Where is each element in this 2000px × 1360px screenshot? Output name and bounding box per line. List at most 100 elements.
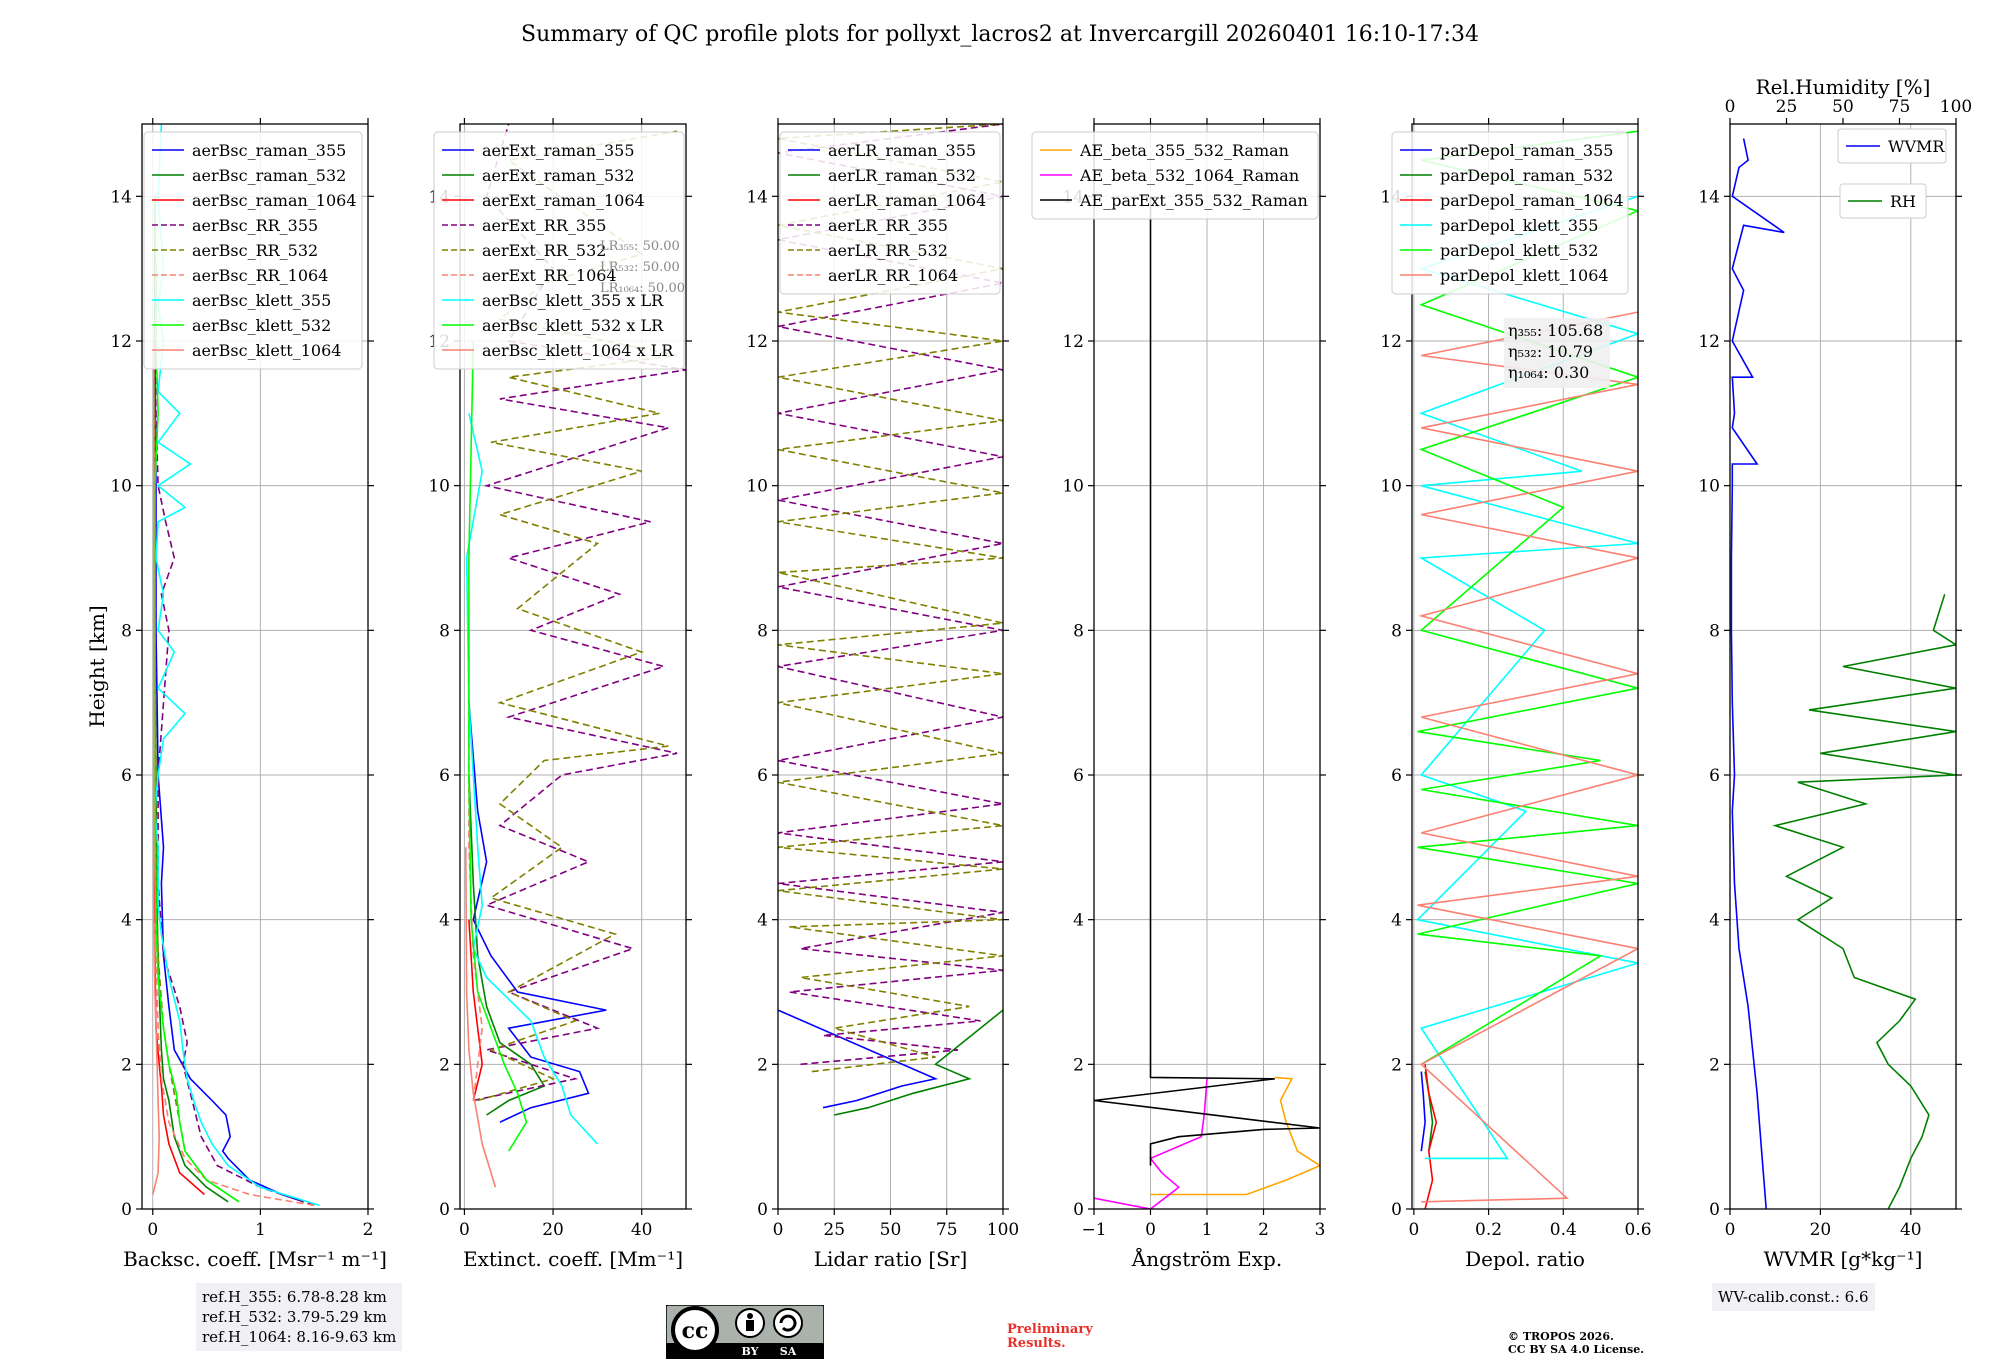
y-tick-label: 14 — [110, 187, 132, 207]
annotation-text: η₅₃₂: 10.79 — [1508, 342, 1593, 361]
legend-label: aerExt_raman_355 — [482, 141, 635, 160]
x-tick-label: 3 — [1315, 1220, 1326, 1240]
y-tick-label: 12 — [746, 332, 768, 352]
x-axis-label: Extinct. coeff. [Mm⁻¹] — [463, 1247, 683, 1271]
legend-label: aerBsc_raman_1064 — [192, 191, 357, 210]
x-axis-label: WVMR [g*kg⁻¹] — [1764, 1247, 1923, 1271]
y-tick-label: 0 — [757, 1200, 768, 1220]
legend-panel-2: aerExt_raman_355 aerExt_raman_532 aerExt_r… — [433, 131, 685, 370]
panel-3: 0 2 4 6 8 10 12 14 0 25 50 75 100 Lidar ratio [Sr] aer… — [746, 118, 1019, 1271]
preliminary-line-1: Preliminary — [1007, 1322, 1093, 1337]
y-tick-label: 0 — [439, 1200, 450, 1220]
series-line-aerbsc-rr-355 — [154, 340, 315, 1207]
y-tick-label: 10 — [1380, 477, 1402, 497]
legend-label: aerLR_RR_532 — [828, 241, 948, 260]
x-tick-label: 100 — [987, 1220, 1019, 1240]
by-label: BY — [742, 1345, 759, 1358]
copyright-note: © TROPOS 2026. CC BY SA 4.0 License. — [1508, 1330, 1644, 1356]
wv-calib-text: WV-calib.const.: 6.6 — [1718, 1288, 1869, 1306]
series-line-aerbsc-klett-532 — [154, 196, 240, 1203]
series-line-aerbsc-raman-355 — [154, 196, 304, 1203]
series-line-pardepol-raman-355 — [1420, 1071, 1426, 1152]
legend-box — [1391, 131, 1629, 295]
x-tick-label: 75 — [936, 1220, 958, 1240]
legend-label: aerBsc_klett_355 — [192, 291, 331, 310]
top-x-tick-label: 75 — [1889, 97, 1911, 117]
series-line-aerlr-rr-355 — [778, 124, 1003, 1066]
legend-label: aerBsc_RR_1064 — [192, 266, 328, 285]
legend-label: parDepol_klett_355 — [1440, 216, 1598, 235]
panel-6: 0 2 4 6 8 10 12 14 0 20 40 WVMR [g*kg⁻¹] 0 25 50 75 100 R… — [1698, 75, 1972, 1271]
y-tick-label: 8 — [1073, 621, 1084, 641]
series-line-aerext-raman-1064 — [468, 919, 484, 1101]
x-axis-label: Lidar ratio [Sr] — [814, 1247, 968, 1271]
series-line-ae-parext-355-532-raman — [1094, 196, 1320, 1166]
legend-label: aerLR_raman_1064 — [828, 191, 986, 210]
legend-panel-5: parDepol_raman_355 parDepol_raman_532 parD… — [1391, 131, 1629, 295]
legend-label: aerBsc_RR_355 — [192, 216, 318, 235]
series-line-aerlr-rr-532 — [778, 124, 1003, 1073]
y-tick-label: 4 — [1709, 911, 1720, 931]
y-tick-label: 6 — [757, 766, 768, 786]
legend-label: parDepol_raman_532 — [1440, 166, 1613, 185]
axes-frame — [141, 123, 369, 1210]
y-tick-label: 2 — [1391, 1055, 1402, 1075]
y-tick-label: 8 — [1709, 621, 1720, 641]
top-x-tick-label: 0 — [1725, 97, 1736, 117]
legend-label: parDepol_raman_355 — [1440, 141, 1613, 160]
ref-height-532: ref.H_532: 3.79-5.29 km — [202, 1308, 387, 1326]
legend-label: aerLR_raman_532 — [828, 166, 976, 185]
x-tick-label: 0 — [147, 1220, 158, 1240]
sa-share-alike-icon — [773, 1308, 803, 1338]
series-line-aerbsc-klett-1064 — [152, 341, 161, 1195]
series-line-aerext-raman-355 — [468, 702, 607, 1123]
series-line-rh — [1772, 593, 1956, 1209]
legend-panel-3: aerLR_raman_355 aerLR_raman_532 aerLR_rama… — [779, 131, 1001, 295]
legend-label: aerExt_RR_355 — [482, 216, 606, 235]
annotation-box-5: η₃₅₅: 105.68 η₅₃₂: 10.79 η₁₀₆₄: 0.30 — [1504, 318, 1610, 388]
y-tick-label: 12 — [1380, 332, 1402, 352]
x-tick-label: 0.4 — [1550, 1220, 1577, 1240]
top-x-tick-label: 50 — [1832, 97, 1854, 117]
legend-label: aerExt_RR_532 — [482, 241, 606, 260]
y-tick-label: 10 — [746, 477, 768, 497]
annotation-box-2: LR₃₅₅: 50.00 LR₅₃₂: 50.00 LR₁₀₆₄: 50.00 — [600, 239, 685, 296]
x-tick-label: 0 — [773, 1220, 784, 1240]
legend-box — [433, 131, 685, 370]
series-line-aerbsc-klett-532-x-lr — [468, 340, 528, 1152]
legend-label: AE_beta_532_1064_Raman — [1079, 166, 1299, 185]
series-group — [1094, 196, 1320, 1209]
y-tick-label: 2 — [757, 1055, 768, 1075]
x-tick-label: 2 — [1258, 1220, 1269, 1240]
legend-box — [779, 131, 1001, 295]
y-tick-label: 2 — [1709, 1055, 1720, 1075]
top-x-axis-label: Rel.Humidity [%] — [1756, 75, 1931, 99]
x-tick-label: 40 — [631, 1220, 653, 1240]
legend-label: aerBsc_klett_532 — [192, 316, 331, 335]
y-tick-label: 8 — [439, 621, 450, 641]
y-tick-label: 4 — [121, 911, 132, 931]
series-line-wvmr — [1730, 138, 1785, 1209]
legend-label: RH — [1890, 192, 1916, 211]
x-tick-label: 0 — [459, 1220, 470, 1240]
annotation-text: LR₅₃₂: 50.00 — [600, 260, 680, 275]
wv-calib-box: WV-calib.const.: 6.6 — [1712, 1283, 1875, 1311]
axes-frame — [1411, 123, 1639, 1210]
x-axis-label: Ångström Exp. — [1131, 1246, 1282, 1271]
y-tick-label: 6 — [1709, 766, 1720, 786]
cc-logo-icon — [671, 1306, 719, 1354]
legend-label: AE_beta_355_532_Raman — [1079, 141, 1289, 160]
y-tick-label: 4 — [1073, 911, 1084, 931]
y-tick-label: 8 — [121, 621, 132, 641]
y-tick-label: 2 — [1073, 1055, 1084, 1075]
legend-label: aerExt_raman_1064 — [482, 191, 645, 210]
x-tick-label: 1 — [1202, 1220, 1213, 1240]
preliminary-line-2: Results. — [1007, 1336, 1066, 1351]
legend-label: AE_parExt_355_532_Raman — [1079, 191, 1308, 210]
x-tick-label: 20 — [1810, 1220, 1832, 1240]
legend-label: aerBsc_klett_1064 — [192, 341, 341, 360]
x-tick-label: 25 — [823, 1220, 845, 1240]
